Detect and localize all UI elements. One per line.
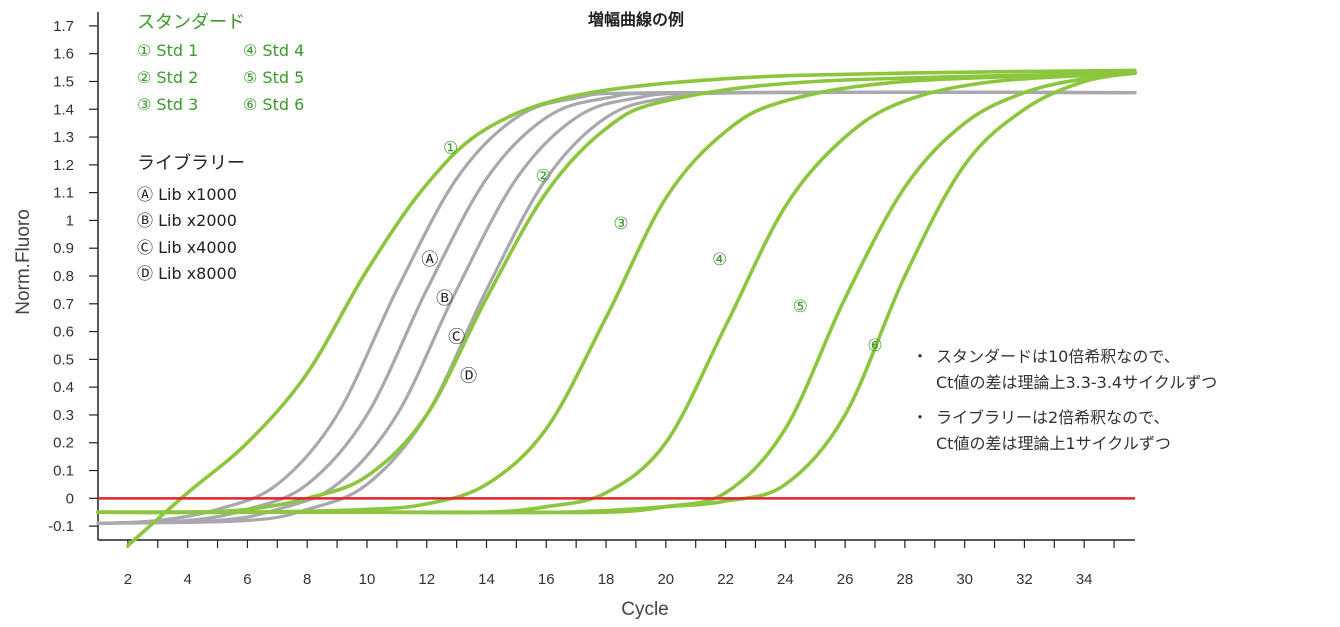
legend: スタンダード ① Std 1 ② Std 2 ③ Std 3 ④ Std 4 ⑤… [137, 12, 304, 283]
x-axis-label: Cycle [621, 599, 669, 620]
standard-curve [126, 68, 1137, 548]
library-curve-label: Ⓑ [436, 289, 453, 309]
standard-curve-label: ⑤ [793, 297, 808, 317]
y-tick-label: 1.5 [53, 73, 74, 90]
x-tick-label: 16 [538, 571, 555, 588]
x-tick-label: 34 [1076, 571, 1093, 588]
y-tick-label: 0.5 [53, 351, 74, 368]
legend-item-std-5: ⑤ Std 5 [243, 68, 304, 87]
y-tick-label: 1.7 [53, 18, 74, 35]
x-tick-label: 22 [717, 571, 734, 588]
y-tick-label: 1.2 [53, 157, 74, 174]
y-tick-label: 0.3 [53, 407, 74, 424]
x-ticks: 2 4 6 8 10 12 14 16 18 20 22 24 26 28 30 32 34 [124, 540, 1115, 588]
legend-item-std-6: ⑥ Std 6 [243, 95, 304, 114]
legend-standard-heading: スタンダード [137, 12, 245, 33]
y-axis-label: Norm.Fluoro [13, 209, 34, 315]
chart-title: 増幅曲線の例 [588, 10, 684, 29]
note-1-line-1: スタンダードは10倍希釈なので、 [936, 347, 1180, 366]
y-tick-label: 0.2 [53, 435, 74, 452]
x-tick-label: 12 [418, 571, 435, 588]
y-tick-label: 0.8 [53, 268, 74, 285]
x-tick-label: 30 [956, 571, 973, 588]
y-tick-label: 0.4 [53, 379, 74, 396]
y-tick-label: 1.4 [53, 101, 74, 118]
y-tick-label: 0.7 [53, 296, 74, 313]
x-tick-label: 6 [243, 571, 251, 588]
notes: ・ スタンダードは10倍希釈なので、 Ct値の差は理論上3.3-3.4サイクルず… [912, 347, 1217, 453]
y-ticks: -0.1 0 0.1 0.2 0.3 0.4 0.5 0.6 0.7 0.8 0.9 1 1.1 1.2 1… [48, 18, 98, 535]
standard-curve-label: ④ [712, 250, 727, 270]
y-tick-label: 1.6 [53, 46, 74, 63]
legend-item-std-3: ③ Std 3 [137, 95, 198, 114]
legend-item-std-4: ④ Std 4 [243, 41, 304, 60]
y-tick-label: 1.1 [53, 185, 74, 202]
note-1-line-2: Ct値の差は理論上3.3-3.4サイクルずつ [936, 373, 1217, 392]
standard-curve [96, 71, 1137, 515]
series-layer [96, 68, 1137, 548]
x-tick-label: 24 [777, 571, 794, 588]
library-curve-label: Ⓒ [448, 328, 465, 348]
note-2-line-2: Ct値の差は理論上1サイクルずつ [936, 434, 1171, 453]
legend-item-lib-1: Ⓐ Lib x1000 [137, 185, 237, 204]
x-tick-label: 32 [1016, 571, 1033, 588]
x-tick-label: 26 [837, 571, 854, 588]
legend-library-heading: ライブラリー [137, 152, 245, 174]
legend-item-std-1: ① Std 1 [137, 41, 198, 60]
y-tick-label: 0.1 [53, 463, 74, 480]
legend-item-std-2: ② Std 2 [137, 68, 198, 87]
legend-item-lib-2: Ⓑ Lib x2000 [137, 211, 237, 230]
library-curve [96, 90, 1137, 525]
y-tick-label: 1 [66, 212, 74, 229]
standard-curve-label: ⑥ [867, 336, 882, 356]
x-tick-label: 10 [359, 571, 376, 588]
library-curve [96, 90, 1137, 525]
standard-curve-label: ① [443, 139, 458, 159]
note-2-line-1: ライブラリーは2倍希釈なので、 [936, 408, 1170, 427]
x-tick-label: 14 [478, 571, 495, 588]
library-curve-label: Ⓐ [421, 250, 438, 270]
legend-item-lib-4: Ⓓ Lib x8000 [137, 264, 237, 283]
library-curve-label: Ⓓ [460, 367, 477, 387]
y-tick-label: -0.1 [48, 518, 74, 535]
curve-labels: ① ② ③ ④ ⑤ ⑥ Ⓐ Ⓑ Ⓒ Ⓓ [421, 139, 882, 387]
library-curve [96, 90, 1137, 525]
y-tick-label: 1.3 [53, 129, 74, 146]
standard-curve-label: ② [536, 167, 551, 187]
note-2-bullet: ・ [912, 408, 928, 427]
x-tick-label: 20 [657, 571, 674, 588]
legend-item-lib-3: Ⓒ Lib x4000 [137, 238, 237, 257]
x-tick-label: 2 [124, 571, 132, 588]
standard-curve [96, 71, 1137, 515]
x-tick-label: 8 [303, 571, 311, 588]
y-tick-label: 0.6 [53, 324, 74, 341]
standard-curve-label: ③ [613, 214, 628, 234]
x-tick-label: 18 [598, 571, 615, 588]
x-tick-label: 4 [183, 571, 191, 588]
note-1-bullet: ・ [912, 347, 928, 366]
library-curve [96, 90, 1137, 525]
x-tick-label: 28 [897, 571, 914, 588]
y-tick-label: 0.9 [53, 240, 74, 257]
y-tick-label: 0 [66, 490, 74, 507]
